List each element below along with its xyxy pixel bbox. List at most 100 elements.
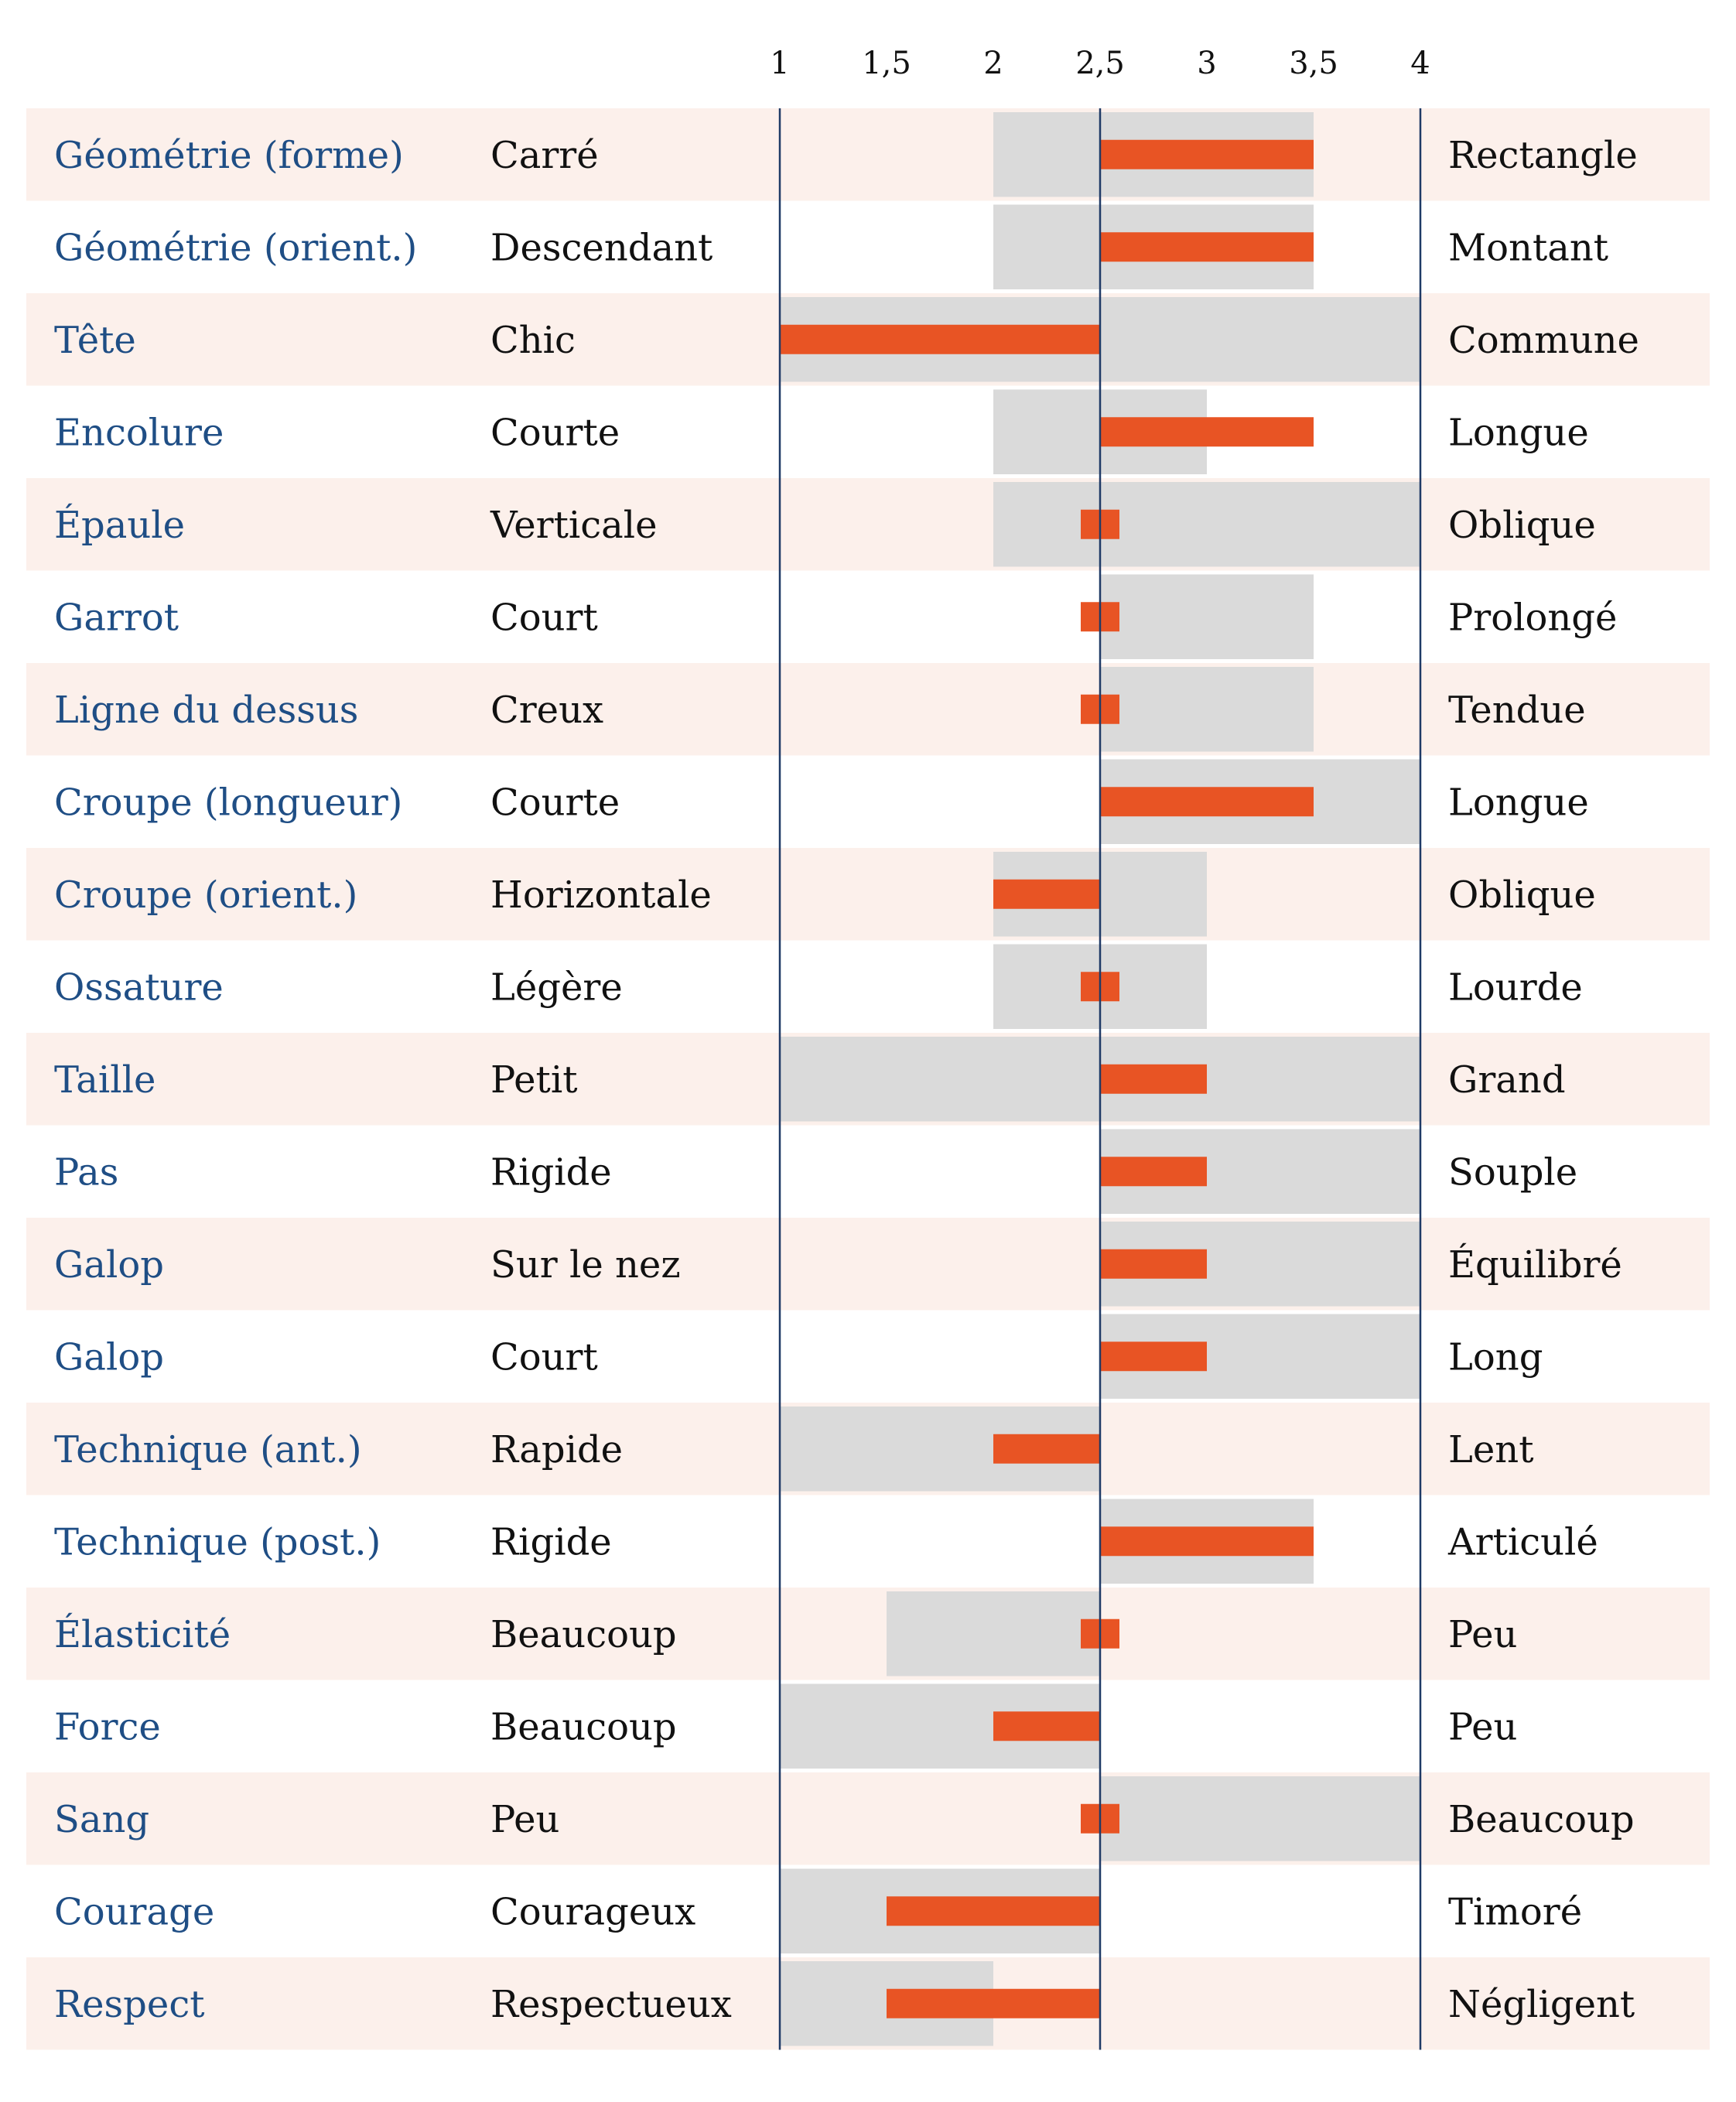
high-end-label: Équilibré [1448,1242,1622,1287]
row-labels: Géométrie (forme) Carré Rectangle Géométrie… [54,134,1639,2026]
range-band [1100,1776,1420,1861]
trait-label: Tête [54,319,136,362]
value-bar [1100,1342,1207,1372]
low-end-label: Descendant [490,226,713,269]
low-end-label: Rigide [490,1520,612,1564]
value-bar [1100,1526,1314,1557]
trait-label: Force [54,1705,161,1748]
high-end-label: Lent [1448,1428,1533,1471]
low-end-label: Respectueux [490,1983,732,2026]
high-end-label: Grand [1448,1058,1566,1102]
trait-label: Sang [54,1798,149,1841]
high-end-label: Longue [1448,411,1589,454]
high-end-label: Beaucoup [1448,1798,1635,1841]
high-end-label: Articulé [1447,1520,1598,1564]
low-end-label: Creux [490,689,603,732]
value-bar [1100,1064,1207,1094]
trait-label: Encolure [54,411,224,454]
trait-label: Courage [54,1890,214,1933]
value-bar [887,1988,1100,2018]
trait-label: Élasticité [54,1612,231,1656]
trait-label: Géométrie (orient.) [54,226,417,269]
row-stripe [26,848,1710,941]
low-end-label: Beaucoup [490,1613,677,1656]
trait-label: Géométrie (forme) [54,134,404,177]
axis-lines [778,108,1422,2050]
value-bar [1100,1157,1207,1187]
high-end-label: Longue [1448,781,1589,824]
tick-labels: 1 1,5 2 2,5 3 3,5 4 [770,46,1430,81]
high-end-label: Commune [1448,319,1639,362]
tick-label: 2 [983,46,1003,81]
value-bar [1100,232,1314,262]
low-end-label: Courageux [490,1890,695,1933]
tick-label: 3,5 [1289,46,1338,81]
tick-label: 1 [770,46,789,81]
trait-label: Technique (post.) [54,1520,381,1564]
row-stripe [26,108,1710,201]
trait-label: Garrot [54,596,179,639]
row-stripe [26,1588,1710,1680]
range-band [993,482,1420,567]
trait-label: Croupe (orient.) [54,873,357,917]
value-bar [887,1896,1100,1926]
low-end-label: Courte [490,411,620,454]
tick-label: 1,5 [862,46,911,81]
trait-label: Ossature [54,966,224,1009]
low-end-label: Sur le nez [490,1243,681,1287]
range-band [887,1591,1100,1676]
low-end-label: Peu [490,1798,559,1841]
low-end-label: Court [490,1335,598,1379]
value-bars [780,139,1314,2018]
trait-label: Ligne du dessus [54,689,358,732]
range-band [1100,574,1314,659]
high-end-label: Oblique [1448,504,1596,547]
high-end-label: Rectangle [1448,134,1638,177]
trait-label: Épaule [54,503,185,547]
row-stripe [26,663,1710,756]
tick-label: 2,5 [1075,46,1125,81]
row-stripe [26,1772,1710,1865]
value-bar [993,1711,1100,1741]
value-bar [993,879,1100,909]
low-end-label: Chic [490,319,576,362]
high-end-label: Montant [1448,226,1608,269]
high-end-label: Souple [1448,1150,1577,1194]
trait-label: Respect [54,1983,204,2026]
low-end-label: Verticale [490,504,658,547]
value-bar [993,1434,1100,1464]
value-bar [1100,787,1314,817]
low-end-label: Petit [490,1058,577,1102]
trait-label: Galop [54,1243,164,1287]
high-end-label: Timoré [1448,1890,1582,1933]
high-end-label: Peu [1448,1705,1517,1748]
low-end-label: Courte [490,781,620,824]
low-end-label: Légère [490,966,623,1009]
tick-label: 4 [1410,46,1430,81]
trait-label: Taille [54,1058,155,1102]
high-end-label: Long [1448,1335,1543,1379]
tick-label: 3 [1197,46,1216,81]
low-end-label: Horizontale [490,873,712,917]
high-end-label: Tendue [1448,689,1586,732]
trait-label: Croupe (longueur) [54,781,402,824]
low-end-label: Rigide [490,1150,612,1194]
high-end-label: Négligent [1448,1983,1635,2026]
trait-label: Galop [54,1335,164,1379]
high-end-label: Oblique [1448,873,1596,917]
low-end-label: Rapide [490,1428,623,1471]
high-end-label: Lourde [1448,966,1583,1009]
value-bar [1100,1249,1207,1279]
row-stripe [26,1218,1710,1311]
low-end-label: Carré [490,134,599,177]
low-end-label: Court [490,596,598,639]
row-stripe [26,478,1710,571]
high-end-label: Prolongé [1448,596,1617,639]
high-end-label: Peu [1448,1613,1517,1656]
trait-label: Pas [54,1150,118,1194]
trait-label: Technique (ant.) [54,1428,362,1471]
value-bar [1100,139,1314,169]
value-bar [1100,417,1314,447]
range-band [1100,667,1314,752]
